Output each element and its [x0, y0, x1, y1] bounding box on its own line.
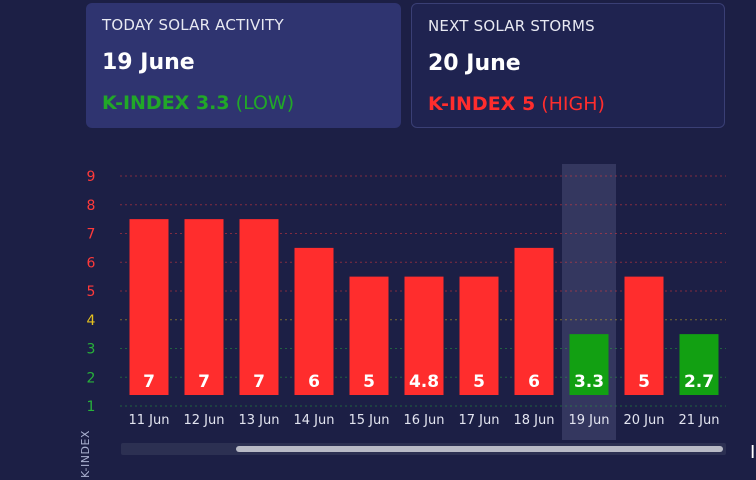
chart-scrollbar-thumb[interactable]: [236, 446, 723, 452]
highlight-band: [562, 164, 616, 440]
y-tick-label: 1: [87, 399, 96, 415]
bar-value-label: 5: [473, 372, 485, 392]
x-tick-label: 17 Jun: [459, 413, 500, 428]
text-cursor-icon: I: [750, 442, 756, 463]
y-tick-label: 9: [87, 169, 96, 185]
x-tick-label: 13 Jun: [239, 413, 280, 428]
y-tick-label: 6: [87, 255, 96, 271]
y-tick-label: 4: [87, 313, 96, 329]
bar[interactable]: [349, 276, 389, 395]
next-k-index-value: K-INDEX 5: [428, 93, 536, 115]
bar-value-label: 4.8: [409, 372, 439, 392]
bar[interactable]: [129, 219, 169, 395]
today-activity-card: TODAY SOLAR ACTIVITY 19 June K-INDEX 3.3…: [86, 3, 401, 128]
x-tick-label: 16 Jun: [404, 413, 445, 428]
bar[interactable]: [624, 276, 664, 395]
bar-value-label: 7: [143, 372, 155, 392]
bar-value-label: 2.7: [684, 372, 714, 392]
today-k-index: K-INDEX 3.3 (LOW): [102, 92, 294, 114]
bar[interactable]: [679, 334, 719, 395]
next-storms-card: NEXT SOLAR STORMS 20 June K-INDEX 5 (HIG…: [411, 3, 725, 128]
bar[interactable]: [459, 276, 499, 395]
bar[interactable]: [404, 276, 444, 395]
next-card-title: NEXT SOLAR STORMS: [428, 17, 595, 35]
bar[interactable]: [569, 334, 609, 395]
today-k-level: (LOW): [235, 92, 295, 114]
y-tick-label: 5: [87, 284, 96, 300]
y-tick-label: 2: [87, 370, 96, 386]
y-axis-label: K-INDEX: [79, 430, 92, 478]
next-k-level: (HIGH): [541, 93, 605, 115]
x-tick-label: 20 Jun: [624, 413, 665, 428]
bar[interactable]: [294, 247, 334, 395]
bar[interactable]: [184, 219, 224, 395]
bar-value-label: 5: [638, 372, 650, 392]
x-tick-label: 19 Jun: [569, 413, 610, 428]
bar-value-label: 7: [198, 372, 210, 392]
x-tick-label: 21 Jun: [679, 413, 720, 428]
bar[interactable]: [514, 247, 554, 395]
x-tick-label: 11 Jun: [129, 413, 170, 428]
x-tick-label: 18 Jun: [514, 413, 555, 428]
next-k-index: K-INDEX 5 (HIGH): [428, 93, 605, 115]
x-tick-label: 15 Jun: [349, 413, 390, 428]
x-tick-label: 12 Jun: [184, 413, 225, 428]
next-card-date: 20 June: [428, 51, 521, 76]
bar[interactable]: [239, 219, 279, 395]
x-tick-label: 14 Jun: [294, 413, 335, 428]
k-index-bar-chart: 9 8 7 6 5 4 3 2 1 7 11 Jun 7 12 Jun 7 13 Jun 6 14 Jun 5 15…: [87, 164, 726, 440]
today-card-title: TODAY SOLAR ACTIVITY: [102, 16, 284, 34]
y-tick-label: 8: [87, 198, 96, 214]
chart-scrollbar[interactable]: [121, 443, 726, 455]
y-tick-label: 3: [87, 342, 96, 358]
bar-value-label: 3.3: [574, 372, 604, 392]
bar-value-label: 5: [363, 372, 375, 392]
bar-value-label: 7: [253, 372, 265, 392]
today-card-date: 19 June: [102, 50, 195, 75]
bar-value-label: 6: [308, 372, 320, 392]
y-tick-label: 7: [87, 227, 96, 243]
today-k-index-value: K-INDEX 3.3: [102, 92, 230, 114]
bar-value-label: 6: [528, 372, 540, 392]
